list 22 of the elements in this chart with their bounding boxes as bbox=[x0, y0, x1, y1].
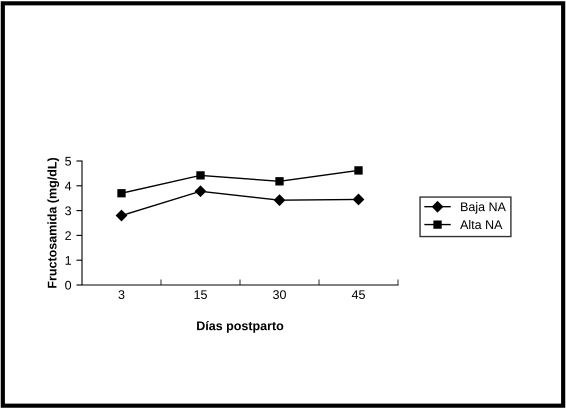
legend-label: Alta NA bbox=[460, 220, 502, 230]
y-tick-label: 0 bbox=[65, 280, 72, 290]
point bbox=[194, 186, 206, 197]
x-tick-label: 3 bbox=[118, 290, 124, 300]
point bbox=[274, 194, 286, 206]
legend-label: Baja NA bbox=[461, 202, 506, 214]
y-axis-title: Fructosamida (mg/dL) bbox=[47, 158, 60, 288]
point bbox=[117, 189, 126, 198]
y-tick-label: 3 bbox=[65, 206, 72, 216]
x-tick-label: 15 bbox=[194, 290, 207, 300]
point bbox=[352, 194, 364, 206]
x-axis-title: Días postparto bbox=[197, 320, 284, 333]
y-tick-label: 1 bbox=[66, 256, 71, 265]
point bbox=[354, 166, 363, 175]
y-tick-label: 5 bbox=[65, 156, 72, 166]
y-tick-label: 2 bbox=[65, 231, 71, 240]
y-tick-label: 4 bbox=[64, 182, 72, 190]
point bbox=[196, 171, 205, 180]
point bbox=[275, 177, 284, 186]
point bbox=[116, 210, 128, 222]
x-tick-label: 30 bbox=[273, 290, 286, 300]
x-tick-label: 45 bbox=[352, 290, 365, 300]
